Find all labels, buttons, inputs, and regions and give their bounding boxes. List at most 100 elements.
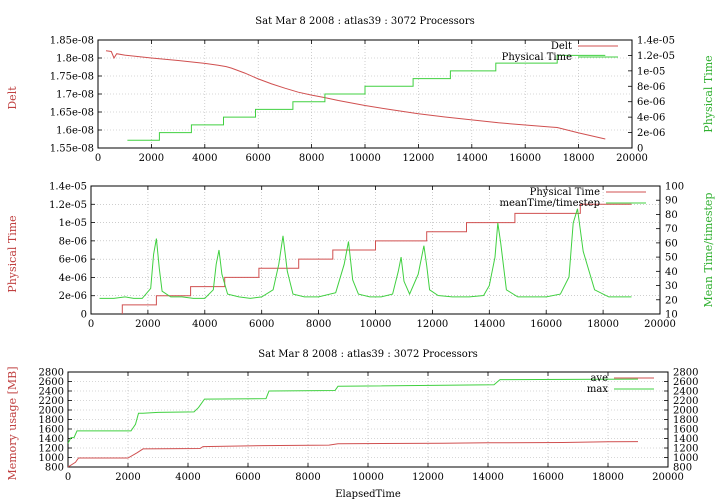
chart-title: Sat Mar 8 2008 : atlas39 : 3072 Processo… [255,16,474,27]
y2-tick-label: 2e-06 [637,128,665,139]
plot-frame [90,185,661,315]
y2-tick-label: 8e-06 [637,82,665,93]
y2-tick-label: 1600 [673,425,698,436]
x-tick-label: 6000 [235,472,260,483]
y2-tick-label: 90 [665,196,678,207]
x-axis-label: ElapsedTime [335,489,401,500]
x-tick-label: 14000 [472,472,504,483]
y2-tick-label: 50 [665,253,678,264]
x-tick-label: 18000 [592,472,624,483]
y2-tick-label: 2200 [673,396,698,407]
x-tick-label: 0 [88,319,94,330]
y2-tick-label: 70 [665,224,678,235]
y-tick-label: 2800 [39,368,64,379]
y-tick-label: 800 [45,463,64,474]
y-tick-label: 1.75e-08 [50,72,94,83]
x-tick-label: 8000 [306,319,331,330]
x-tick-label: 6000 [249,319,274,330]
series-line-2 [127,54,606,141]
y2-tick-label: 60 [665,238,678,249]
y2-tick-label: 2800 [673,368,698,379]
y-axis-label: Physical Time [6,215,19,292]
x-tick-label: 8000 [295,472,320,483]
y-tick-label: 2200 [39,396,64,407]
y-tick-label: 1000 [39,453,64,464]
x-tick-label: 10000 [349,153,381,164]
y-tick-label: 2400 [39,387,64,398]
chart-title: Sat Mar 8 2008 : atlas39 : 3072 Processo… [258,349,477,360]
y-tick-label: 1.6e-08 [56,126,94,137]
y2-tick-label: 2400 [673,387,698,398]
y2-tick-label: 2600 [673,377,698,388]
x-tick-label: 18000 [563,153,595,164]
y-tick-label: 2e-06 [59,291,87,302]
x-tick-label: 12000 [412,472,444,483]
y2-tick-label: 0 [637,144,643,155]
y-axis-label: Delt [6,86,19,110]
y-tick-label: 1.85e-08 [50,36,94,47]
legend-label: Physical Time [502,52,572,63]
x-tick-label: 10000 [360,319,392,330]
y-tick-label: 2000 [39,406,64,417]
plot-frame [97,39,633,149]
series-line-2 [67,378,639,444]
chart-panel-1: 0 2000 4000 6000 8000 10000 12000 14000 16000 180… [6,16,715,164]
plot-frame [67,371,669,468]
x-tick-label: 6000 [245,153,270,164]
series-line-1 [121,203,632,314]
y-tick-label: 1.7e-08 [56,90,94,101]
y2-tick-label: 40 [665,267,678,278]
y2-tick-label: 800 [673,463,692,474]
x-tick-label: 20000 [644,319,676,330]
x-tick-label: 2000 [139,153,164,164]
legend-label: Physical Time [530,187,600,198]
y2-tick-label: 20 [665,295,678,306]
y-tick-label: 1200 [39,444,64,455]
y-tick-label: 1400 [39,434,64,445]
x-tick-label: 0 [65,472,71,483]
x-tick-label: 16000 [532,472,564,483]
y-tick-label: 0 [81,310,87,321]
y-tick-label: 2600 [39,377,64,388]
x-tick-label: 16000 [530,319,562,330]
x-tick-label: 12000 [402,153,434,164]
legend-label: max [587,384,608,395]
x-tick-label: 0 [95,153,101,164]
x-tick-label: 18000 [587,319,619,330]
y2-tick-label: 10 [665,310,678,321]
x-tick-label: 12000 [416,319,448,330]
y2-axis-label: Physical Time [702,55,715,132]
y-tick-label: 1.2e-05 [49,200,87,211]
x-tick-label: 16000 [509,153,541,164]
x-tick-label: 2000 [135,319,160,330]
x-tick-label: 20000 [652,472,684,483]
y-tick-label: 1.65e-08 [50,108,94,119]
x-tick-label: 4000 [192,319,217,330]
x-tick-label: 4000 [175,472,200,483]
y2-tick-label: 80 [665,210,678,221]
x-tick-label: 4000 [192,153,217,164]
x-tick-label: 20000 [616,153,648,164]
x-tick-label: 8000 [299,153,324,164]
y2-tick-label: 6e-06 [637,97,665,108]
y-tick-label: 1.8e-08 [56,54,94,65]
y-tick-label: 8e-06 [59,236,87,247]
x-tick-label: 14000 [473,319,505,330]
y-tick-label: 1e-05 [59,218,87,229]
y2-tick-label: 4e-06 [637,113,665,124]
series-line-2 [99,208,632,299]
y-tick-label: 1800 [39,415,64,426]
series-line-1 [105,50,606,140]
x-tick-label: 2000 [115,472,140,483]
legend-label: meanTime/timestep [499,198,600,209]
y2-tick-label: 1400 [673,434,698,445]
series-line-1 [67,441,639,468]
y2-tick-label: 1.4e-05 [637,36,675,47]
y2-tick-label: 1.2e-05 [637,51,675,62]
y-axis-label: Memory usage [MB] [6,366,19,480]
y-tick-label: 1.4e-05 [49,182,87,193]
y2-tick-label: 2000 [673,406,698,417]
x-tick-label: 10000 [352,472,384,483]
legend-label: Delt [551,41,572,52]
